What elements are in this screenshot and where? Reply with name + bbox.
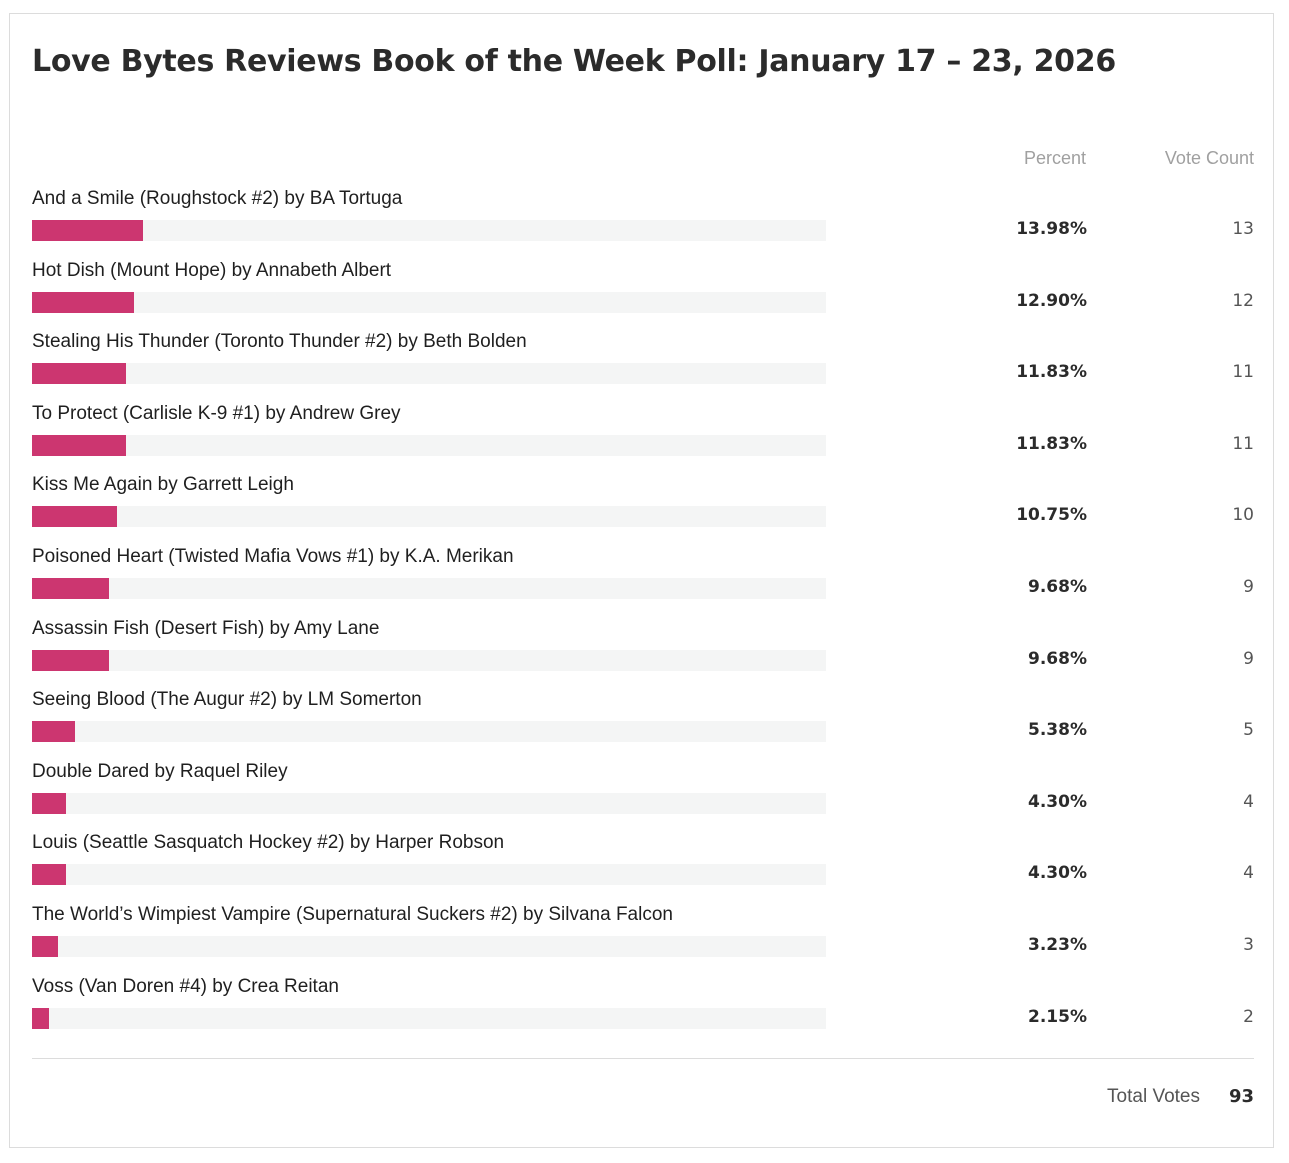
answer-label: The World’s Wimpiest Vampire (Supernatur… — [32, 904, 673, 925]
total-votes-label: Total Votes — [1107, 1086, 1200, 1107]
result-bar-track — [32, 649, 826, 671]
answer-percent: 10.75% — [1016, 505, 1087, 526]
vote-count-column-header: Vote Count — [1164, 148, 1254, 168]
result-bar-fill — [32, 792, 67, 814]
result-bar-track — [32, 291, 826, 313]
total-votes-value: 93 — [1228, 1086, 1254, 1107]
answer-percent: 11.83% — [1016, 362, 1087, 383]
answer-label: Seeing Blood (The Augur #2) by LM Somert… — [32, 689, 422, 711]
answer-row: And a Smile (Roughstock #2) by BA Tortug… — [32, 188, 1254, 260]
answer-vote-count: 9 — [1243, 648, 1254, 669]
answer-row: Kiss Me Again by Garrett Leigh 10.75% 10 — [32, 474, 1254, 546]
result-bar-track — [32, 792, 826, 814]
result-bar-fill — [32, 721, 75, 743]
result-bar-fill — [32, 864, 67, 886]
answer-percent: 9.68% — [1028, 577, 1087, 597]
answer-row: Seeing Blood (The Augur #2) by LM Somert… — [32, 689, 1254, 761]
poll-results-card: Love Bytes Reviews Book of the Week Poll… — [9, 13, 1274, 1148]
result-bar-track — [32, 721, 826, 743]
result-bar-fill — [32, 506, 118, 528]
answer-label: Louis (Seattle Sasquatch Hockey #2) by H… — [32, 832, 505, 854]
result-bar-track — [32, 363, 826, 385]
answer-row: Poisoned Heart (Twisted Mafia Vows #1) b… — [32, 546, 1254, 618]
poll-title: Love Bytes Reviews Book of the Week Poll… — [32, 44, 1116, 79]
answer-vote-count: 5 — [1243, 720, 1254, 741]
answer-vote-count: 3 — [1243, 935, 1254, 955]
answer-row: Double Dared by Raquel Riley 4.30% 4 — [32, 761, 1254, 833]
answer-vote-count: 4 — [1243, 791, 1254, 812]
answer-vote-count: 11 — [1232, 362, 1254, 383]
result-bar-track — [32, 220, 826, 241]
answer-row: Voss (Van Doren #4) by Crea Reitan 2.15% 2 — [32, 976, 1254, 1048]
result-bar-fill — [32, 936, 58, 957]
answer-percent: 4.30% — [1028, 863, 1087, 884]
answer-vote-count: 13 — [1232, 219, 1254, 239]
answer-row: Assassin Fish (Desert Fish) by Amy Lane 9… — [32, 618, 1254, 690]
result-bar-track — [32, 506, 826, 528]
answer-label: Assassin Fish (Desert Fish) by Amy Lane — [32, 617, 380, 639]
answer-row: To Protect (Carlisle K-9 #1) by Andrew G… — [32, 403, 1254, 475]
answer-row: Stealing His Thunder (Toronto Thunder #2… — [32, 331, 1254, 403]
answer-vote-count: 11 — [1232, 433, 1254, 454]
answer-percent: 11.83% — [1016, 433, 1087, 454]
answer-label: And a Smile (Roughstock #2) by BA Tortug… — [32, 188, 403, 209]
result-bar-track — [32, 578, 826, 599]
answer-label: To Protect (Carlisle K-9 #1) by Andrew G… — [32, 402, 401, 424]
answer-percent: 5.38% — [1028, 720, 1087, 741]
answer-label: Kiss Me Again by Garrett Leigh — [32, 474, 294, 496]
result-bar-fill — [32, 434, 126, 456]
answer-label: Hot Dish (Mount Hope) by Annabeth Albert — [32, 259, 392, 281]
result-bar-fill — [32, 578, 109, 599]
answer-percent: 3.23% — [1028, 935, 1087, 955]
result-bar-fill — [32, 649, 109, 671]
result-bar-track — [32, 1007, 826, 1029]
result-bar-track — [32, 434, 826, 456]
result-bar-track — [32, 936, 826, 957]
result-bar-track — [32, 864, 826, 886]
answer-percent: 13.98% — [1016, 219, 1087, 239]
answer-vote-count: 10 — [1232, 505, 1254, 526]
divider — [32, 1058, 1254, 1059]
answer-label: Stealing His Thunder (Toronto Thunder #2… — [32, 331, 527, 353]
answer-percent: 2.15% — [1028, 1006, 1087, 1027]
answer-label: Double Dared by Raquel Riley — [32, 760, 288, 782]
answer-percent: 4.30% — [1028, 791, 1087, 812]
result-bar-fill — [32, 291, 135, 313]
result-bar-fill — [32, 363, 126, 385]
answer-label: Voss (Van Doren #4) by Crea Reitan — [32, 975, 339, 997]
result-bar-fill — [32, 1007, 50, 1029]
answer-label: Poisoned Heart (Twisted Mafia Vows #1) b… — [32, 546, 514, 567]
answer-vote-count: 12 — [1232, 290, 1254, 311]
answer-row: The World’s Wimpiest Vampire (Supernatur… — [32, 904, 1254, 976]
answer-row: Louis (Seattle Sasquatch Hockey #2) by H… — [32, 832, 1254, 904]
answer-percent: 9.68% — [1028, 648, 1087, 669]
answer-vote-count: 2 — [1243, 1006, 1254, 1027]
answer-vote-count: 9 — [1243, 577, 1254, 597]
percent-column-header: Percent — [1023, 148, 1086, 168]
answer-row: Hot Dish (Mount Hope) by Annabeth Albert… — [32, 260, 1254, 332]
answer-percent: 12.90% — [1016, 290, 1087, 311]
answer-vote-count: 4 — [1243, 863, 1254, 884]
result-bar-fill — [32, 220, 143, 241]
